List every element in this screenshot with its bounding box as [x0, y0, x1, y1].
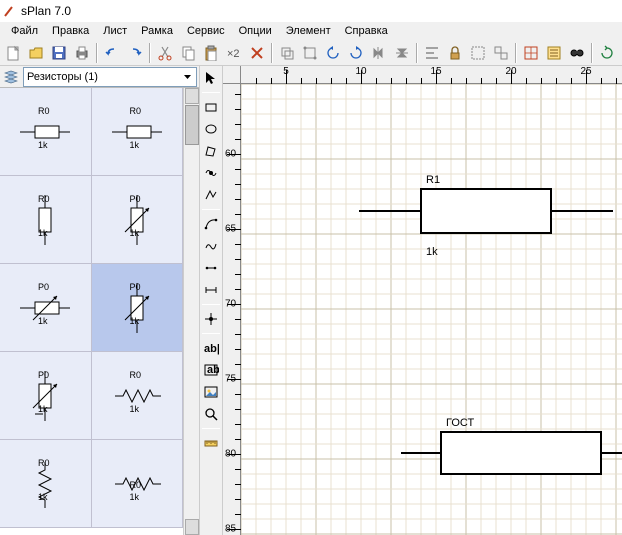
app-icon: [4, 5, 16, 17]
paste-icon[interactable]: [200, 42, 222, 64]
save-icon[interactable]: [48, 42, 70, 64]
toolbar: ×2: [0, 40, 622, 66]
ruler-vertical: 60657075808590: [223, 84, 241, 535]
snap-icon[interactable]: [520, 42, 542, 64]
menu-сервис[interactable]: Сервис: [180, 25, 232, 37]
image-tool-icon[interactable]: [201, 382, 221, 402]
circle-tool-icon[interactable]: [201, 119, 221, 139]
palette-item[interactable]: R01k: [92, 352, 184, 440]
app-title: sPlan 7.0: [21, 4, 71, 18]
svg-text:1k: 1k: [426, 246, 438, 258]
paste-x2-icon[interactable]: ×2: [223, 42, 245, 64]
menu-элемент[interactable]: Элемент: [279, 25, 338, 37]
line-tool-icon[interactable]: [201, 185, 221, 205]
palette-item[interactable]: P01k: [92, 176, 184, 264]
palette-item[interactable]: R01k: [92, 88, 184, 176]
menu-файл[interactable]: Файл: [4, 25, 45, 37]
freehand-tool-icon[interactable]: [201, 236, 221, 256]
ungroup-icon[interactable]: [490, 42, 512, 64]
library-combo[interactable]: Резисторы (1): [23, 67, 197, 87]
library-combo-text: Резисторы (1): [27, 71, 98, 83]
menu-лист[interactable]: Лист: [96, 25, 134, 37]
new-file-icon[interactable]: [2, 42, 24, 64]
palette-item[interactable]: R01k: [0, 88, 92, 176]
drawing-canvas[interactable]: R1 1k ГОСТ: [241, 84, 622, 535]
group-icon[interactable]: [467, 42, 489, 64]
palette-item[interactable]: R01k: [0, 440, 92, 528]
menu-рамка[interactable]: Рамка: [134, 25, 180, 37]
menu-опции[interactable]: Опции: [232, 25, 279, 37]
svg-text:ab: ab: [207, 364, 219, 376]
chevron-down-icon: [182, 71, 193, 82]
tool-toolbar: ab| ab: [199, 66, 223, 535]
palette-item[interactable]: P01k: [92, 264, 184, 352]
component-palette: R01kR01kR01kP01kP01kP01kP01kR01kR01k1kR0: [0, 88, 199, 535]
cursor-tool-icon[interactable]: [201, 68, 221, 88]
cut-icon[interactable]: [154, 42, 176, 64]
svg-text:ГОСТ: ГОСТ: [446, 417, 474, 429]
palette-item[interactable]: 1kR0: [92, 440, 184, 528]
dimension-tool-icon[interactable]: [201, 280, 221, 300]
textbox-tool-icon[interactable]: ab: [201, 360, 221, 380]
menu-правка[interactable]: Правка: [45, 25, 96, 37]
library-selector-bar: Резисторы (1): [0, 66, 199, 88]
special-tool-icon[interactable]: [201, 163, 221, 183]
titlebar: sPlan 7.0: [0, 0, 622, 22]
menubar: ФайлПравкаЛистРамкаСервисОпцииЭлементСпр…: [0, 22, 622, 40]
ruler-corner: [223, 66, 241, 84]
library-stack-icon[interactable]: [2, 68, 20, 86]
binoculars-icon[interactable]: [566, 42, 588, 64]
transform-icon[interactable]: [299, 42, 321, 64]
lock-icon[interactable]: [444, 42, 466, 64]
measure-tool-icon[interactable]: [201, 433, 221, 453]
redo-icon[interactable]: [124, 42, 146, 64]
bezier-tool-icon[interactable]: [201, 214, 221, 234]
junction-tool-icon[interactable]: [201, 309, 221, 329]
print-icon[interactable]: [71, 42, 93, 64]
palette-scrollbar[interactable]: [183, 88, 199, 535]
flip-v-icon[interactable]: [391, 42, 413, 64]
refresh-icon[interactable]: [596, 42, 618, 64]
rot-l-icon[interactable]: [322, 42, 344, 64]
polygon-tool-icon[interactable]: [201, 141, 221, 161]
copy-icon[interactable]: [177, 42, 199, 64]
node-tool-icon[interactable]: [201, 258, 221, 278]
zoom-tool-icon[interactable]: [201, 404, 221, 424]
undo-icon[interactable]: [101, 42, 123, 64]
svg-text:×2: ×2: [227, 48, 240, 60]
ruler-horizontal: 51015202530: [241, 66, 622, 84]
open-file-icon[interactable]: [25, 42, 47, 64]
delete-icon[interactable]: [246, 42, 268, 64]
align-icon[interactable]: [421, 42, 443, 64]
svg-text:ab|: ab|: [204, 343, 219, 355]
dup-icon[interactable]: [276, 42, 298, 64]
list-icon[interactable]: [543, 42, 565, 64]
palette-item[interactable]: P01k: [0, 352, 92, 440]
svg-text:R1: R1: [426, 174, 440, 186]
menu-справка[interactable]: Справка: [338, 25, 395, 37]
canvas-area: 51015202530 60657075808590 R1 1k ГОСТ: [223, 66, 622, 535]
text-tool-icon[interactable]: ab|: [201, 338, 221, 358]
palette-item[interactable]: R01k: [0, 176, 92, 264]
rect-tool-icon[interactable]: [201, 97, 221, 117]
palette-item[interactable]: P01k: [0, 264, 92, 352]
rot-r-icon[interactable]: [345, 42, 367, 64]
flip-h-icon[interactable]: [368, 42, 390, 64]
